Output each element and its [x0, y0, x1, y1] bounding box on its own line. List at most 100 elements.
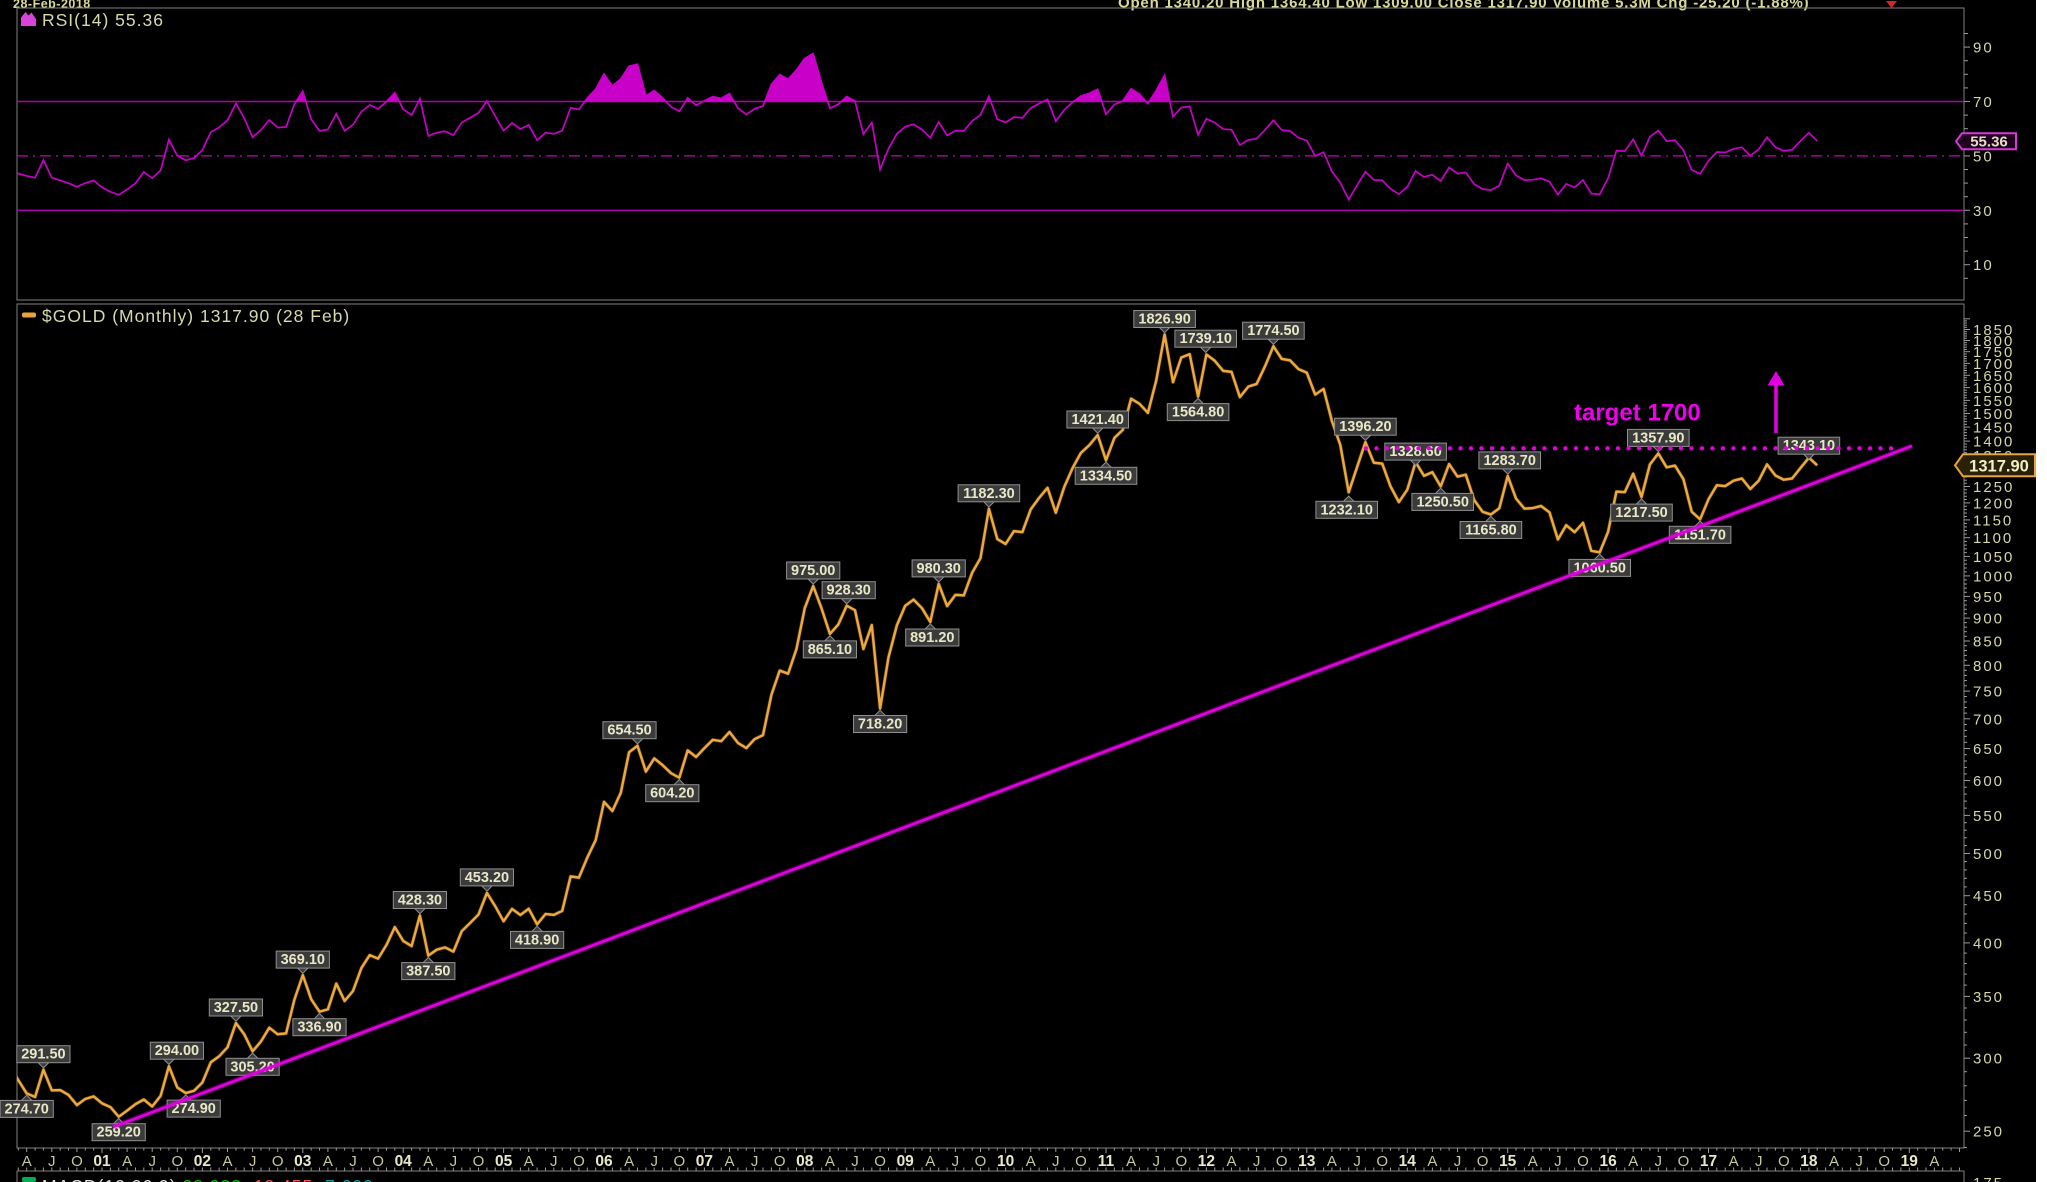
svg-text:01: 01 [93, 1153, 111, 1170]
svg-text:975.00: 975.00 [791, 563, 835, 579]
svg-text:1317.90: 1317.90 [1969, 457, 2029, 475]
svg-text:1800: 1800 [1973, 333, 2014, 350]
svg-text:J: J [550, 1153, 558, 1170]
svg-text:O: O [473, 1153, 485, 1170]
svg-text:900: 900 [1973, 611, 2004, 628]
svg-text:13: 13 [1298, 1153, 1316, 1170]
svg-text:55.36: 55.36 [1970, 133, 2008, 150]
svg-text:750: 750 [1973, 684, 2004, 701]
svg-text:O: O [272, 1153, 284, 1170]
svg-text:14: 14 [1399, 1153, 1417, 1170]
svg-text:05: 05 [495, 1153, 513, 1170]
svg-text:1150: 1150 [1973, 512, 2013, 529]
svg-text:A: A [1528, 1153, 1538, 1170]
svg-text:J: J [952, 1153, 960, 1170]
svg-text:J: J [450, 1153, 458, 1170]
svg-text:15: 15 [1499, 1153, 1517, 1170]
svg-text:50: 50 [1973, 148, 1994, 165]
svg-text:A: A [1327, 1153, 1337, 1170]
svg-text:1400: 1400 [1973, 434, 2014, 451]
svg-text:1182.30: 1182.30 [963, 486, 1015, 502]
svg-text:O: O [1276, 1153, 1288, 1170]
svg-text:A: A [1929, 1153, 1939, 1170]
svg-text:A: A [423, 1153, 433, 1170]
svg-text:A: A [323, 1153, 333, 1170]
svg-text:19: 19 [1901, 1153, 1919, 1170]
svg-text:30: 30 [1973, 203, 1994, 220]
svg-text:MACD(12,26,9) 28.983, 12.455,: MACD(12,26,9) 28.983, 12.455, 7.600 [42, 1176, 374, 1182]
svg-text:O: O [673, 1153, 685, 1170]
svg-text:90: 90 [1973, 40, 1994, 57]
svg-text:08: 08 [796, 1153, 814, 1170]
svg-text:327.50: 327.50 [214, 1000, 258, 1016]
svg-text:A: A [22, 1153, 32, 1170]
svg-text:target 1700: target 1700 [1574, 400, 1701, 427]
svg-text:1250: 1250 [1973, 479, 2014, 496]
svg-text:350: 350 [1973, 989, 2004, 1006]
svg-text:980.30: 980.30 [917, 561, 961, 577]
svg-text:A: A [1829, 1153, 1839, 1170]
svg-text:17: 17 [1700, 1153, 1717, 1170]
svg-text:800: 800 [1973, 658, 2004, 675]
svg-text:259.20: 259.20 [97, 1125, 141, 1141]
svg-text:650: 650 [1973, 741, 2004, 758]
svg-text:1050: 1050 [1973, 549, 2014, 566]
svg-text:O: O [975, 1153, 987, 1170]
svg-text:O: O [1175, 1153, 1187, 1170]
svg-text:1600: 1600 [1973, 380, 2014, 397]
svg-text:1750: 1750 [1973, 344, 2014, 361]
svg-text:A: A [1729, 1153, 1739, 1170]
svg-text:418.90: 418.90 [515, 932, 559, 948]
svg-text:1283.70: 1283.70 [1483, 453, 1535, 469]
svg-text:O: O [1577, 1153, 1589, 1170]
svg-text:1200: 1200 [1973, 495, 2014, 512]
svg-text:850: 850 [1973, 634, 2004, 651]
svg-text:A: A [624, 1153, 634, 1170]
svg-text:1700: 1700 [1973, 356, 2014, 373]
svg-text:O: O [1778, 1153, 1790, 1170]
svg-text:A: A [724, 1153, 734, 1170]
svg-text:11: 11 [1098, 1153, 1115, 1170]
svg-text:175: 175 [1973, 1175, 2004, 1182]
svg-text:1550: 1550 [1973, 393, 2014, 410]
svg-text:O: O [1678, 1153, 1690, 1170]
svg-text:500: 500 [1973, 846, 2004, 863]
svg-text:O: O [1376, 1153, 1388, 1170]
svg-text:J: J [1152, 1153, 1160, 1170]
svg-text:06: 06 [595, 1153, 613, 1170]
svg-text:1450: 1450 [1973, 420, 2014, 437]
svg-text:18: 18 [1800, 1153, 1818, 1170]
svg-text:28-Feb-2018: 28-Feb-2018 [13, 0, 91, 11]
svg-text:02: 02 [194, 1153, 211, 1170]
svg-text:1357.90: 1357.90 [1632, 430, 1684, 446]
svg-text:274.90: 274.90 [172, 1101, 216, 1117]
svg-text:336.90: 336.90 [297, 1020, 341, 1036]
svg-text:1100: 1100 [1973, 530, 2013, 547]
svg-text:300: 300 [1973, 1051, 2004, 1068]
svg-text:1421.40: 1421.40 [1071, 412, 1123, 428]
svg-text:1850: 1850 [1973, 322, 2014, 339]
svg-text:1000: 1000 [1973, 568, 2014, 585]
svg-text:A: A [825, 1153, 835, 1170]
svg-text:291.50: 291.50 [21, 1047, 65, 1063]
svg-text:J: J [349, 1153, 357, 1170]
svg-text:J: J [1353, 1153, 1361, 1170]
svg-text:J: J [1454, 1153, 1462, 1170]
svg-text:1500: 1500 [1973, 406, 2014, 423]
svg-text:J: J [650, 1153, 658, 1170]
svg-text:1232.10: 1232.10 [1320, 502, 1372, 518]
svg-text:70: 70 [1973, 94, 1994, 111]
svg-text:J: J [148, 1153, 156, 1170]
svg-text:1564.80: 1564.80 [1172, 405, 1224, 421]
svg-text:10: 10 [1973, 257, 1994, 274]
svg-text:J: J [1052, 1153, 1060, 1170]
svg-text:03: 03 [294, 1153, 312, 1170]
svg-text:O: O [874, 1153, 886, 1170]
svg-text:891.20: 891.20 [910, 630, 954, 646]
svg-text:865.10: 865.10 [808, 642, 852, 658]
svg-text:A: A [1628, 1153, 1638, 1170]
svg-text:O: O [71, 1153, 83, 1170]
svg-text:1334.50: 1334.50 [1080, 468, 1132, 484]
svg-text:600: 600 [1973, 773, 2004, 790]
svg-text:O: O [1477, 1153, 1489, 1170]
